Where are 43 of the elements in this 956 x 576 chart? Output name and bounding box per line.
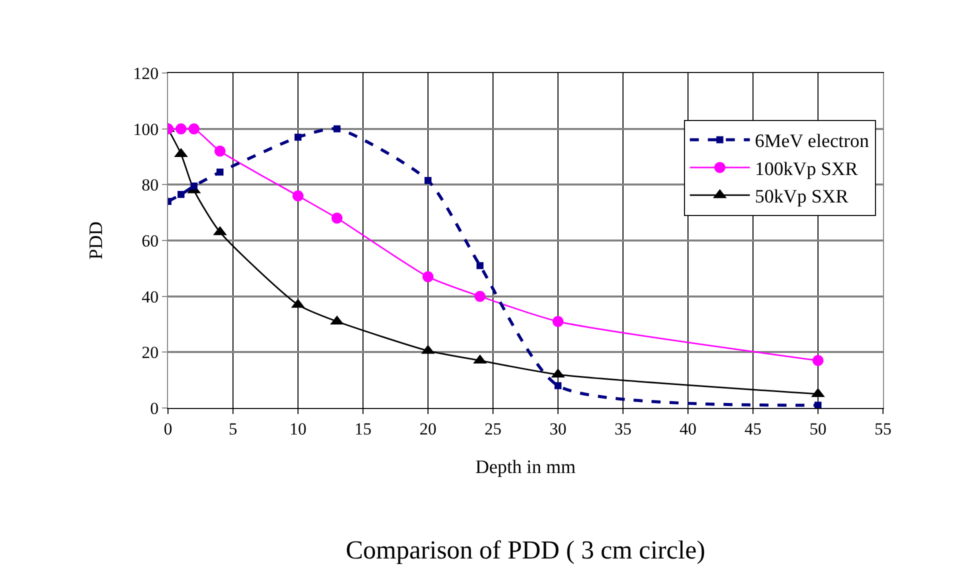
point	[294, 134, 302, 141]
point	[474, 290, 486, 302]
y-tick-label: 120	[133, 64, 159, 83]
point	[554, 382, 562, 390]
point	[334, 125, 340, 132]
legend-label: 50kVp SXR	[754, 186, 849, 208]
x-tick-label: 35	[614, 419, 632, 438]
x-tick-label: 20	[420, 419, 436, 438]
point	[178, 190, 184, 198]
point	[216, 168, 224, 176]
y-tick-label: 60	[142, 231, 159, 250]
point	[476, 262, 484, 270]
y-tick-label: 40	[142, 287, 159, 306]
y-tick-label: 80	[142, 176, 159, 195]
x-tick-label: 25	[484, 419, 502, 438]
point	[422, 271, 434, 282]
x-tick-label: 15	[354, 419, 372, 438]
legend-label: 6MeV electron	[754, 131, 870, 152]
y-axis-title: PDD	[86, 221, 107, 260]
x-tick-label: 45	[744, 419, 762, 438]
x-tick-label: 55	[874, 419, 892, 438]
x-tick-label: 30	[550, 419, 566, 438]
legend-label: 100kVp SXR	[754, 158, 858, 180]
point	[188, 123, 200, 134]
point	[812, 355, 824, 366]
x-tick-label: 5	[228, 419, 238, 438]
point	[214, 146, 226, 157]
point	[292, 190, 304, 202]
point	[190, 182, 198, 190]
x-axis-title: Depth in mm	[475, 457, 576, 478]
y-tick-label: 20	[142, 343, 159, 362]
y-tick-label: 0	[150, 398, 159, 418]
point	[552, 316, 564, 327]
x-tick-label: 40	[680, 419, 696, 438]
point	[814, 402, 822, 408]
point	[176, 123, 186, 134]
point	[424, 176, 432, 184]
x-tick-label: 50	[810, 419, 826, 438]
x-tick-label: 0	[164, 419, 172, 438]
point	[332, 212, 342, 224]
y-tick-label: 100	[133, 120, 159, 139]
text: Comparison of PDD ( 3 cm circle)	[346, 536, 706, 565]
x-tick-label: 10	[290, 419, 306, 438]
